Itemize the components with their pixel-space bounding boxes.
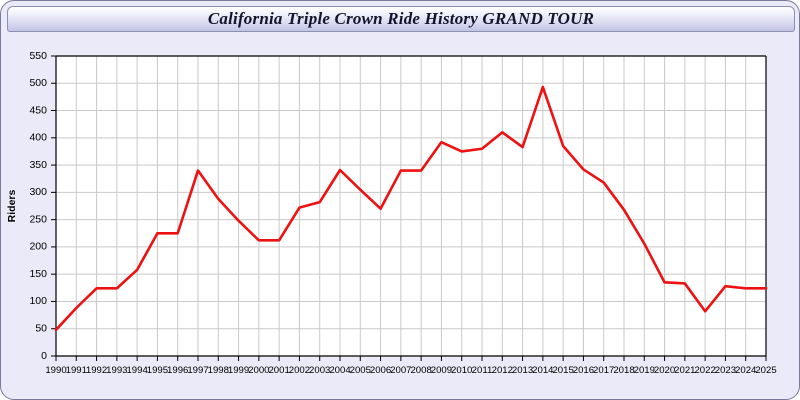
x-axis-tick-label: 2007 [390, 365, 411, 376]
x-axis-tick-label: 2006 [370, 365, 391, 376]
x-axis-tick-label: 2014 [532, 365, 554, 376]
x-axis-ticks [55, 356, 767, 361]
riders-series-line [54, 85, 768, 332]
x-axis-tick-label: 2022 [694, 365, 715, 376]
x-axis-tick-label: 1992 [86, 365, 107, 376]
x-axis-tick-label: 2001 [268, 365, 289, 376]
y-axis-tick-label: 400 [29, 132, 47, 144]
y-axis-tick-label: 250 [29, 213, 47, 225]
y-axis-tick-label: 50 [35, 323, 47, 335]
y-axis-tick-label: 350 [29, 159, 47, 171]
x-axis-tick-label: 1995 [147, 365, 168, 376]
x-axis-tick-label: 1997 [187, 365, 208, 376]
x-axis-labels: 1990199119921993199419951996199719981999… [45, 365, 776, 376]
x-axis-tick-label: 2002 [289, 365, 310, 376]
x-axis-tick-label: 2008 [410, 365, 431, 376]
x-axis-tick-label: 2016 [573, 365, 594, 376]
x-axis-tick-label: 2010 [451, 365, 472, 376]
x-axis-tick-label: 2023 [715, 365, 736, 376]
x-axis-tick-label: 2021 [674, 365, 695, 376]
x-axis-tick-label: 2003 [309, 365, 330, 376]
y-axis-tick-label: 100 [29, 295, 47, 307]
y-axis-tick-label: 150 [29, 268, 47, 280]
x-axis-tick-label: 2013 [512, 365, 533, 376]
x-axis-tick-label: 2015 [552, 365, 573, 376]
x-axis-tick-label: 2012 [492, 365, 513, 376]
x-axis-tick-label: 1991 [66, 365, 87, 376]
x-axis-tick-label: 2017 [593, 365, 614, 376]
x-axis-tick-label: 2004 [329, 365, 351, 376]
x-axis-tick-label: 1998 [208, 365, 229, 376]
y-axis-tick-label: 450 [29, 104, 47, 116]
y-axis-tick-label: 0 [41, 350, 47, 362]
plot-area: 0 50 100 150 200 250 300 350 400 450 500 550 1990 19… [1, 37, 799, 395]
window-title-bar: California Triple Crown Ride History GRA… [7, 6, 795, 32]
y-axis-labels: 0 50 100 150 200 250 300 350 400 450 500 550 [29, 50, 47, 362]
plot-background [56, 56, 766, 356]
x-axis-tick-label: 1990 [45, 365, 66, 376]
chart-title: California Triple Crown Ride History GRA… [207, 9, 595, 28]
x-axis-tick-label: 1994 [126, 365, 148, 376]
y-axis-tick-label: 500 [29, 77, 47, 89]
y-axis-tick-label: 550 [29, 50, 47, 62]
x-axis-tick-label: 1999 [228, 365, 249, 376]
x-axis-tick-label: 1993 [106, 365, 127, 376]
x-axis-tick-label: 2024 [735, 365, 757, 376]
x-axis-tick-label: 2020 [654, 365, 675, 376]
x-axis-tick-label: 2018 [613, 365, 634, 376]
y-axis-tick-label: 200 [29, 241, 47, 253]
y-axis-tick-label: 300 [29, 186, 47, 198]
x-axis-tick-label: 2019 [634, 365, 655, 376]
y-axis-ticks [51, 55, 56, 357]
x-axis-tick-label: 2025 [755, 365, 776, 376]
x-axis-tick-label: 2005 [350, 365, 371, 376]
x-axis-tick-label: 2000 [248, 365, 269, 376]
x-axis-tick-label: 1996 [167, 365, 188, 376]
x-axis-tick-label: 2009 [431, 365, 452, 376]
y-axis-title: Riders [6, 190, 18, 223]
x-axis-tick-label: 2011 [472, 365, 493, 376]
